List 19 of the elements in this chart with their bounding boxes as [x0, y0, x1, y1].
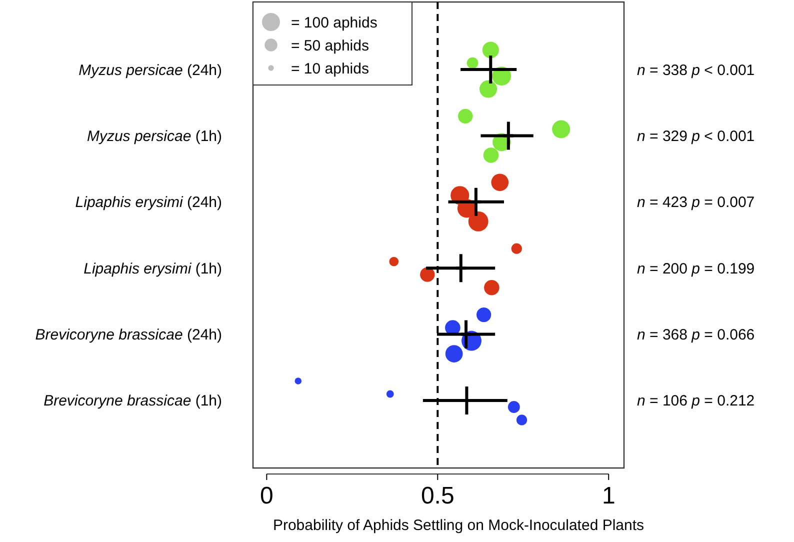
text: n = 106 p = 0.212 [637, 392, 755, 410]
x-tick-label: 0 [260, 482, 274, 510]
text: n = 200 p = 0.199 [637, 260, 755, 278]
text: n = 338 p < 0.001 [637, 62, 755, 79]
text: n = 329 p < 0.001 [637, 128, 755, 145]
legend-label: = 50 aphids [291, 37, 369, 54]
y-tick-label: Brevicoryne brassicae (1h) [44, 392, 222, 410]
legend-label: = 10 aphids [291, 60, 369, 78]
x-axis-title: Probability of Aphids Settling on Mock-Inoculated Plants [272, 517, 644, 534]
x-tick-label: 0.5 [420, 482, 454, 510]
y-tick-label: Brevicoryne brassicae (24h) [35, 326, 222, 344]
legend-label: = 100 aphids [291, 14, 378, 32]
text: n = 423 p = 0.007 [637, 194, 755, 212]
y-tick-label: Lipaphis erysimi (1h) [84, 260, 222, 278]
x-tick-label: 1 [602, 482, 616, 510]
y-tick-label: Lipaphis erysimi (24h) [75, 194, 222, 212]
y-tick-label: Myzus persicae (24h) [78, 62, 222, 79]
y-tick-label: Myzus persicae (1h) [86, 128, 222, 145]
text: n = 368 p = 0.066 [637, 326, 755, 344]
